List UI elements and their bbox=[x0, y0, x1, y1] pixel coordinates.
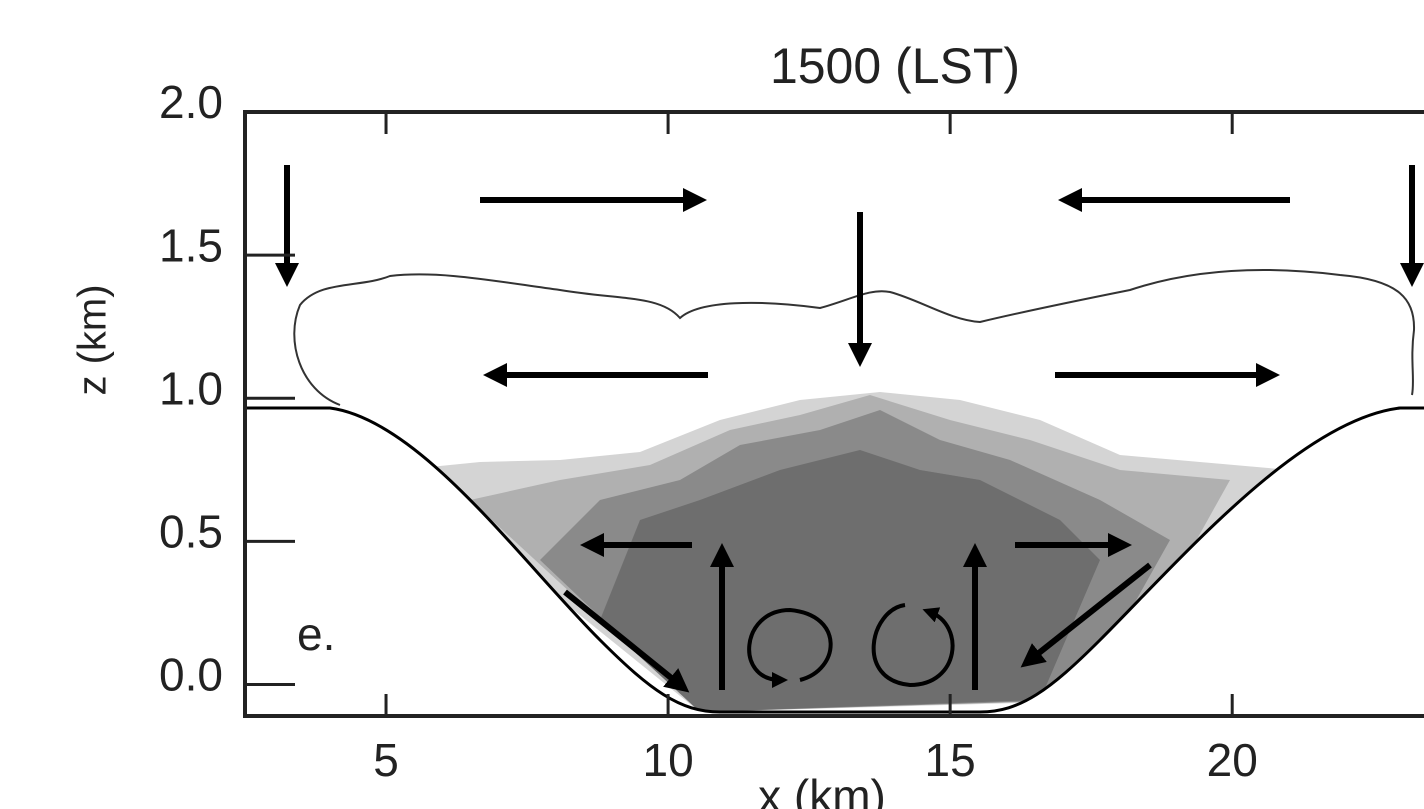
x-tick-label: 10 bbox=[643, 734, 694, 786]
plot-frame bbox=[243, 110, 1424, 718]
y-tick-label: 0.5 bbox=[159, 506, 223, 558]
panel-label: e. bbox=[297, 608, 335, 660]
y-tick-label: 2.0 bbox=[159, 76, 223, 128]
x-tick-label: 20 bbox=[1207, 734, 1258, 786]
chart-title: 1500 (LST) bbox=[770, 38, 1020, 94]
terrain-mask bbox=[245, 408, 1424, 712]
y-tick-label: 0.0 bbox=[159, 649, 223, 701]
terrain bbox=[245, 406, 1424, 714]
boundary-contour bbox=[293, 269, 1416, 406]
x-tick-label: 15 bbox=[925, 734, 976, 786]
y-axis-label: z (km) bbox=[71, 284, 115, 395]
y-tick-label: 1.0 bbox=[159, 362, 223, 414]
x-tick-label: 5 bbox=[373, 734, 399, 786]
flow-arrows bbox=[275, 165, 1424, 693]
field bbox=[245, 165, 1424, 714]
y-tick-label: 1.5 bbox=[159, 219, 223, 271]
x-axis-label: x (km) bbox=[758, 770, 886, 809]
